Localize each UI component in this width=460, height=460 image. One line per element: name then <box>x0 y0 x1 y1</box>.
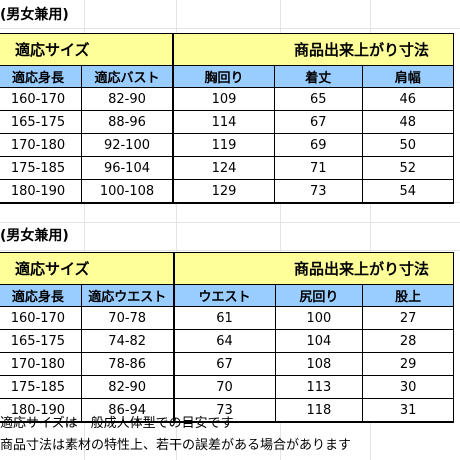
column-header: 適応身長 <box>0 65 83 88</box>
cell-height: 180-190 <box>0 398 82 423</box>
cell-height: 165-175 <box>0 110 83 134</box>
column-header: 適応ウエスト <box>80 284 175 307</box>
column-header: 股上 <box>362 284 454 307</box>
cell-chest: 124 <box>172 156 275 180</box>
cell-shoulder: 54 <box>361 179 455 204</box>
table2-caption: (男女兼用) <box>0 228 69 244</box>
cell-height: 175-185 <box>0 156 83 180</box>
group-header-product: 商品出来上がり寸法 <box>172 33 454 66</box>
cell-chest: 129 <box>172 179 275 204</box>
cell-rise: 28 <box>362 329 454 353</box>
group-header-fit: 適応サイズ <box>0 33 174 66</box>
cell-chest: 109 <box>172 87 275 111</box>
cell-bust: 92-100 <box>81 133 174 157</box>
cell-waist-fit: 86-94 <box>80 398 175 423</box>
table1-caption: (男女兼用) <box>0 7 69 23</box>
gridline <box>0 222 460 223</box>
cell-shoulder: 46 <box>361 87 455 111</box>
cell-waist: 64 <box>173 329 276 353</box>
table-row: 180-190 100-108 129 73 54 <box>0 179 455 204</box>
cell-rise: 31 <box>362 398 454 423</box>
column-header: 着丈 <box>274 65 363 88</box>
table-row: 175-185 96-104 124 71 52 <box>0 156 455 180</box>
size-table-bottom: 適応サイズ 商品出来上がり寸法 適応身長 適応ウエスト ウエスト 尻回り 股上 … <box>0 252 454 423</box>
table-row: 170-180 78-86 67 108 29 <box>0 352 454 376</box>
cell-length: 65 <box>274 87 363 111</box>
cell-hip: 108 <box>274 352 364 376</box>
cell-waist-fit: 70-78 <box>80 306 175 330</box>
cell-height: 170-180 <box>0 133 83 157</box>
note-measurement-error: 商品寸法は素材の特性上、若干の誤差がある場合があります <box>0 438 352 453</box>
cell-rise: 30 <box>362 375 454 399</box>
group-header-fit: 適応サイズ <box>0 252 175 285</box>
cell-height: 180-190 <box>0 179 83 204</box>
gridline <box>84 0 85 460</box>
cell-waist-fit: 74-82 <box>80 329 175 353</box>
cell-hip: 104 <box>274 329 364 353</box>
cell-bust: 100-108 <box>81 179 174 204</box>
cell-hip: 118 <box>274 398 364 423</box>
cell-height: 175-185 <box>0 375 82 399</box>
table-row: 160-170 82-90 109 65 46 <box>0 87 455 111</box>
cell-height: 160-170 <box>0 87 83 111</box>
column-header: 肩幅 <box>361 65 455 88</box>
table-row: 165-175 88-96 114 67 48 <box>0 110 455 134</box>
column-header: 適応身長 <box>0 284 82 307</box>
table-row: 175-185 82-90 70 113 30 <box>0 375 454 399</box>
cell-bust: 88-96 <box>81 110 174 134</box>
cell-rise: 29 <box>362 352 454 376</box>
cell-height: 160-170 <box>0 306 82 330</box>
cell-length: 73 <box>274 179 363 204</box>
gridline <box>370 0 371 460</box>
cell-hip: 113 <box>274 375 364 399</box>
size-table-top: 適応サイズ 商品出来上がり寸法 適応身長 適応バスト 胸回り 着丈 肩幅 160… <box>0 33 455 204</box>
table-row: 165-175 74-82 64 104 28 <box>0 329 454 353</box>
table-row: 160-170 70-78 61 100 27 <box>0 306 454 330</box>
cell-waist: 61 <box>173 306 276 330</box>
cell-length: 71 <box>274 156 363 180</box>
column-header: 尻回り <box>274 284 364 307</box>
table-row: 170-180 92-100 119 69 50 <box>0 133 455 157</box>
group-header-product: 商品出来上がり寸法 <box>173 252 454 285</box>
cell-length: 69 <box>274 133 363 157</box>
cell-waist: 67 <box>173 352 276 376</box>
gridline <box>176 0 177 460</box>
gridline <box>0 250 460 251</box>
cell-waist: 70 <box>173 375 276 399</box>
cell-shoulder: 52 <box>361 156 455 180</box>
column-header: ウエスト <box>173 284 276 307</box>
note-fit-guide: 適応サイズは一般成人体型での目安です <box>0 416 234 431</box>
column-header: 胸回り <box>172 65 275 88</box>
cell-length: 67 <box>274 110 363 134</box>
cell-shoulder: 48 <box>361 110 455 134</box>
cell-rise: 27 <box>362 306 454 330</box>
gridline <box>0 28 460 29</box>
cell-waist-fit: 82-90 <box>80 375 175 399</box>
gridline <box>280 0 281 460</box>
cell-waist: 73 <box>173 398 276 423</box>
column-header: 適応バスト <box>81 65 174 88</box>
cell-hip: 100 <box>274 306 364 330</box>
cell-waist-fit: 78-86 <box>80 352 175 376</box>
cell-height: 165-175 <box>0 329 82 353</box>
cell-shoulder: 50 <box>361 133 455 157</box>
cell-chest: 114 <box>172 110 275 134</box>
cell-bust: 82-90 <box>81 87 174 111</box>
cell-bust: 96-104 <box>81 156 174 180</box>
table-row: 180-190 86-94 73 118 31 <box>0 398 454 423</box>
cell-height: 170-180 <box>0 352 82 376</box>
cell-chest: 119 <box>172 133 275 157</box>
